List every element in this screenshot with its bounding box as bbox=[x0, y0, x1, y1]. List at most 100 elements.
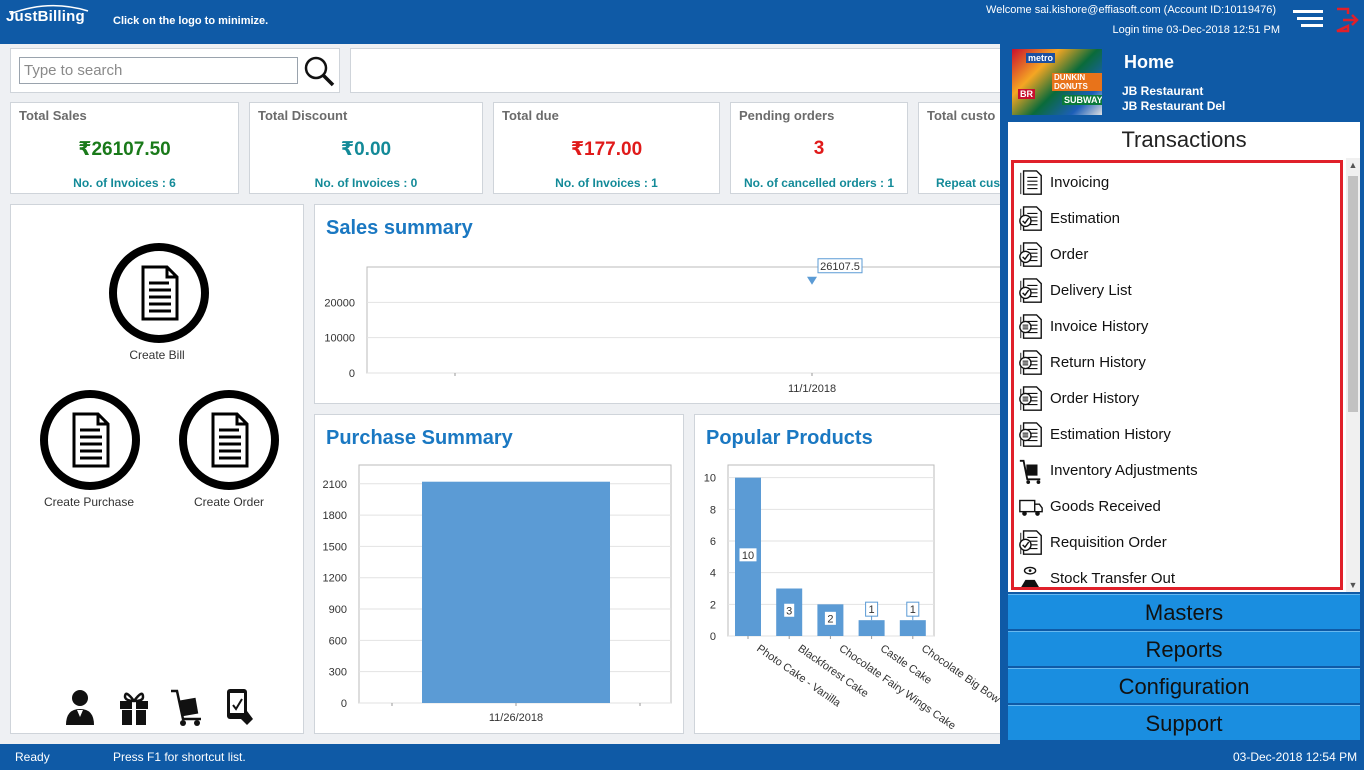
y-tick-label: 0 bbox=[710, 631, 716, 643]
y-tick-label: 8 bbox=[710, 504, 716, 516]
app-logo[interactable]: JustBilling bbox=[6, 8, 85, 25]
transaction-label: Order bbox=[1050, 246, 1089, 263]
document-icon bbox=[141, 265, 179, 321]
invoice-icon bbox=[1020, 170, 1042, 195]
inventory-adjustments-icon bbox=[1019, 459, 1041, 484]
create-purchase-label: Create Purchase bbox=[43, 495, 135, 509]
data-label: 2 bbox=[827, 613, 833, 625]
stat-sub: No. of Invoices : 6 bbox=[73, 176, 176, 190]
transactions-scrollbar[interactable]: ▲ ▼ bbox=[1346, 158, 1360, 592]
document-icon bbox=[72, 412, 110, 468]
purchase-summary-panel: Purchase Summary 0 300 600 900 1200 1500 1800 2… bbox=[314, 414, 684, 734]
transaction-item-delivery-list[interactable]: Delivery List bbox=[1014, 273, 1340, 309]
hamburger-menu-icon[interactable] bbox=[1293, 10, 1323, 30]
data-label-box bbox=[906, 601, 920, 617]
nav-section-configuration[interactable]: Configuration bbox=[1008, 668, 1360, 703]
y-tick-label: 0 bbox=[349, 368, 355, 380]
stat-card-pending-orders[interactable]: Pending orders 3 No. of cancelled orders… bbox=[730, 102, 908, 194]
y-tick-label: 1200 bbox=[323, 573, 347, 585]
stat-card-total-discount[interactable]: Total Discount ₹0.00 No. of Invoices : 0 bbox=[249, 102, 483, 194]
data-label: 1 bbox=[869, 604, 875, 616]
scroll-down-icon[interactable]: ▼ bbox=[1348, 580, 1358, 590]
create-order-button[interactable] bbox=[179, 390, 279, 490]
stat-card-total-due[interactable]: Total due ₹177.00 No. of Invoices : 1 bbox=[493, 102, 720, 194]
transaction-label: Stock Transfer Out bbox=[1050, 570, 1176, 587]
sales-summary-title: Sales summary bbox=[326, 217, 473, 239]
search-icon[interactable] bbox=[303, 55, 335, 87]
document-icon bbox=[211, 412, 249, 468]
transaction-label: Delivery List bbox=[1050, 282, 1132, 299]
transaction-label: Estimation History bbox=[1050, 426, 1171, 443]
plot-area bbox=[366, 266, 1005, 374]
scroll-up-icon[interactable]: ▲ bbox=[1348, 160, 1358, 170]
transaction-item-order[interactable]: Order bbox=[1014, 237, 1340, 273]
transaction-label: Goods Received bbox=[1050, 498, 1161, 515]
y-tick-label: 900 bbox=[329, 604, 347, 616]
home-title[interactable]: Home bbox=[1124, 52, 1175, 72]
transactions-list: Invoicing Estimation Order Delivery List Inv… bbox=[1011, 160, 1343, 590]
inventory-trolley-icon[interactable] bbox=[169, 687, 203, 727]
y-tick-label: 4 bbox=[710, 568, 716, 580]
stat-value: ₹26107.50 bbox=[78, 139, 171, 160]
create-bill-button[interactable] bbox=[109, 243, 209, 343]
transactions-header[interactable]: Transactions bbox=[1008, 122, 1360, 158]
login-time: Login time 03-Dec-2018 12:51 PM bbox=[1112, 24, 1280, 36]
data-label: 1 bbox=[910, 604, 916, 616]
logo-arc-icon bbox=[9, 4, 89, 15]
y-tick-label: 6 bbox=[710, 536, 716, 548]
status-bar: Ready Press F1 for shortcut list. 03-Dec… bbox=[0, 744, 1364, 770]
create-purchase-button[interactable] bbox=[40, 390, 140, 490]
transaction-item-estimation[interactable]: Estimation bbox=[1014, 201, 1340, 237]
create-bill-label: Create Bill bbox=[129, 348, 185, 362]
y-tick-label: 20000 bbox=[324, 297, 355, 309]
transaction-item-invoice[interactable]: Invoicing bbox=[1014, 165, 1340, 201]
return-history-icon bbox=[1019, 350, 1042, 375]
y-tick-label: 0 bbox=[341, 698, 347, 710]
customer-icon[interactable] bbox=[63, 687, 97, 727]
popular-products-title: Popular Products bbox=[706, 427, 873, 449]
x-tick-label: 11/26/2018 bbox=[489, 712, 543, 724]
data-label: 26107.5 bbox=[820, 261, 860, 273]
stat-card-total-sales[interactable]: Total Sales ₹26107.50 No. of Invoices : … bbox=[10, 102, 239, 194]
transaction-item-estimation-history[interactable]: Estimation History bbox=[1014, 417, 1340, 453]
requisition-order-icon bbox=[1019, 530, 1042, 555]
transaction-item-order-history[interactable]: Order History bbox=[1014, 381, 1340, 417]
transaction-item-return-history[interactable]: Return History bbox=[1014, 345, 1340, 381]
top-bar: JustBilling Click on the logo to minimiz… bbox=[0, 0, 1364, 44]
logout-icon[interactable] bbox=[1333, 6, 1361, 34]
search-input[interactable] bbox=[19, 57, 298, 84]
y-tick-label: 1800 bbox=[323, 510, 347, 522]
x-tick-label: Blackforest Cake bbox=[795, 643, 870, 701]
data-label-box bbox=[817, 258, 863, 274]
nav-section-reports[interactable]: Reports bbox=[1008, 631, 1360, 666]
order-icon bbox=[1019, 242, 1042, 267]
data-label: 10 bbox=[742, 550, 754, 562]
transaction-label: Invoice History bbox=[1050, 318, 1149, 335]
shortcut-hint: Press F1 for shortcut list. bbox=[113, 750, 246, 764]
transaction-item-requisition-order[interactable]: Requisition Order bbox=[1014, 525, 1340, 561]
purchase-summary-title: Purchase Summary bbox=[326, 427, 513, 449]
transaction-label: Estimation bbox=[1050, 210, 1121, 227]
transaction-item-inventory-adjustments[interactable]: Inventory Adjustments bbox=[1014, 453, 1340, 489]
y-tick-label: 1500 bbox=[323, 541, 347, 553]
transaction-label: Inventory Adjustments bbox=[1050, 462, 1198, 479]
transaction-item-goods-received[interactable]: Goods Received bbox=[1014, 489, 1340, 525]
scroll-thumb[interactable] bbox=[1348, 176, 1358, 412]
nav-section-support[interactable]: Support bbox=[1008, 705, 1360, 740]
payment-icon[interactable] bbox=[221, 687, 255, 727]
transaction-item-stock-transfer-out[interactable]: Stock Transfer Out bbox=[1014, 561, 1340, 587]
status-datetime: 03-Dec-2018 12:54 PM bbox=[1233, 750, 1358, 764]
order-history-icon bbox=[1019, 386, 1042, 411]
info-box bbox=[350, 48, 1010, 93]
transaction-label: Requisition Order bbox=[1050, 534, 1167, 551]
data-label: 3 bbox=[786, 605, 792, 617]
stat-card-total-customers[interactable]: Total custo Repeat cus bbox=[918, 102, 1008, 194]
gift-icon[interactable] bbox=[117, 687, 151, 727]
stat-sub: No. of Invoices : 0 bbox=[314, 176, 418, 190]
stat-value: ₹0.00 bbox=[340, 139, 392, 160]
nav-section-masters[interactable]: Masters bbox=[1008, 594, 1360, 629]
data-point bbox=[807, 276, 817, 285]
transaction-item-invoice-history[interactable]: Invoice History bbox=[1014, 309, 1340, 345]
estimation-history-icon bbox=[1019, 422, 1042, 447]
logo-hint: Click on the logo to minimize. bbox=[113, 15, 269, 27]
